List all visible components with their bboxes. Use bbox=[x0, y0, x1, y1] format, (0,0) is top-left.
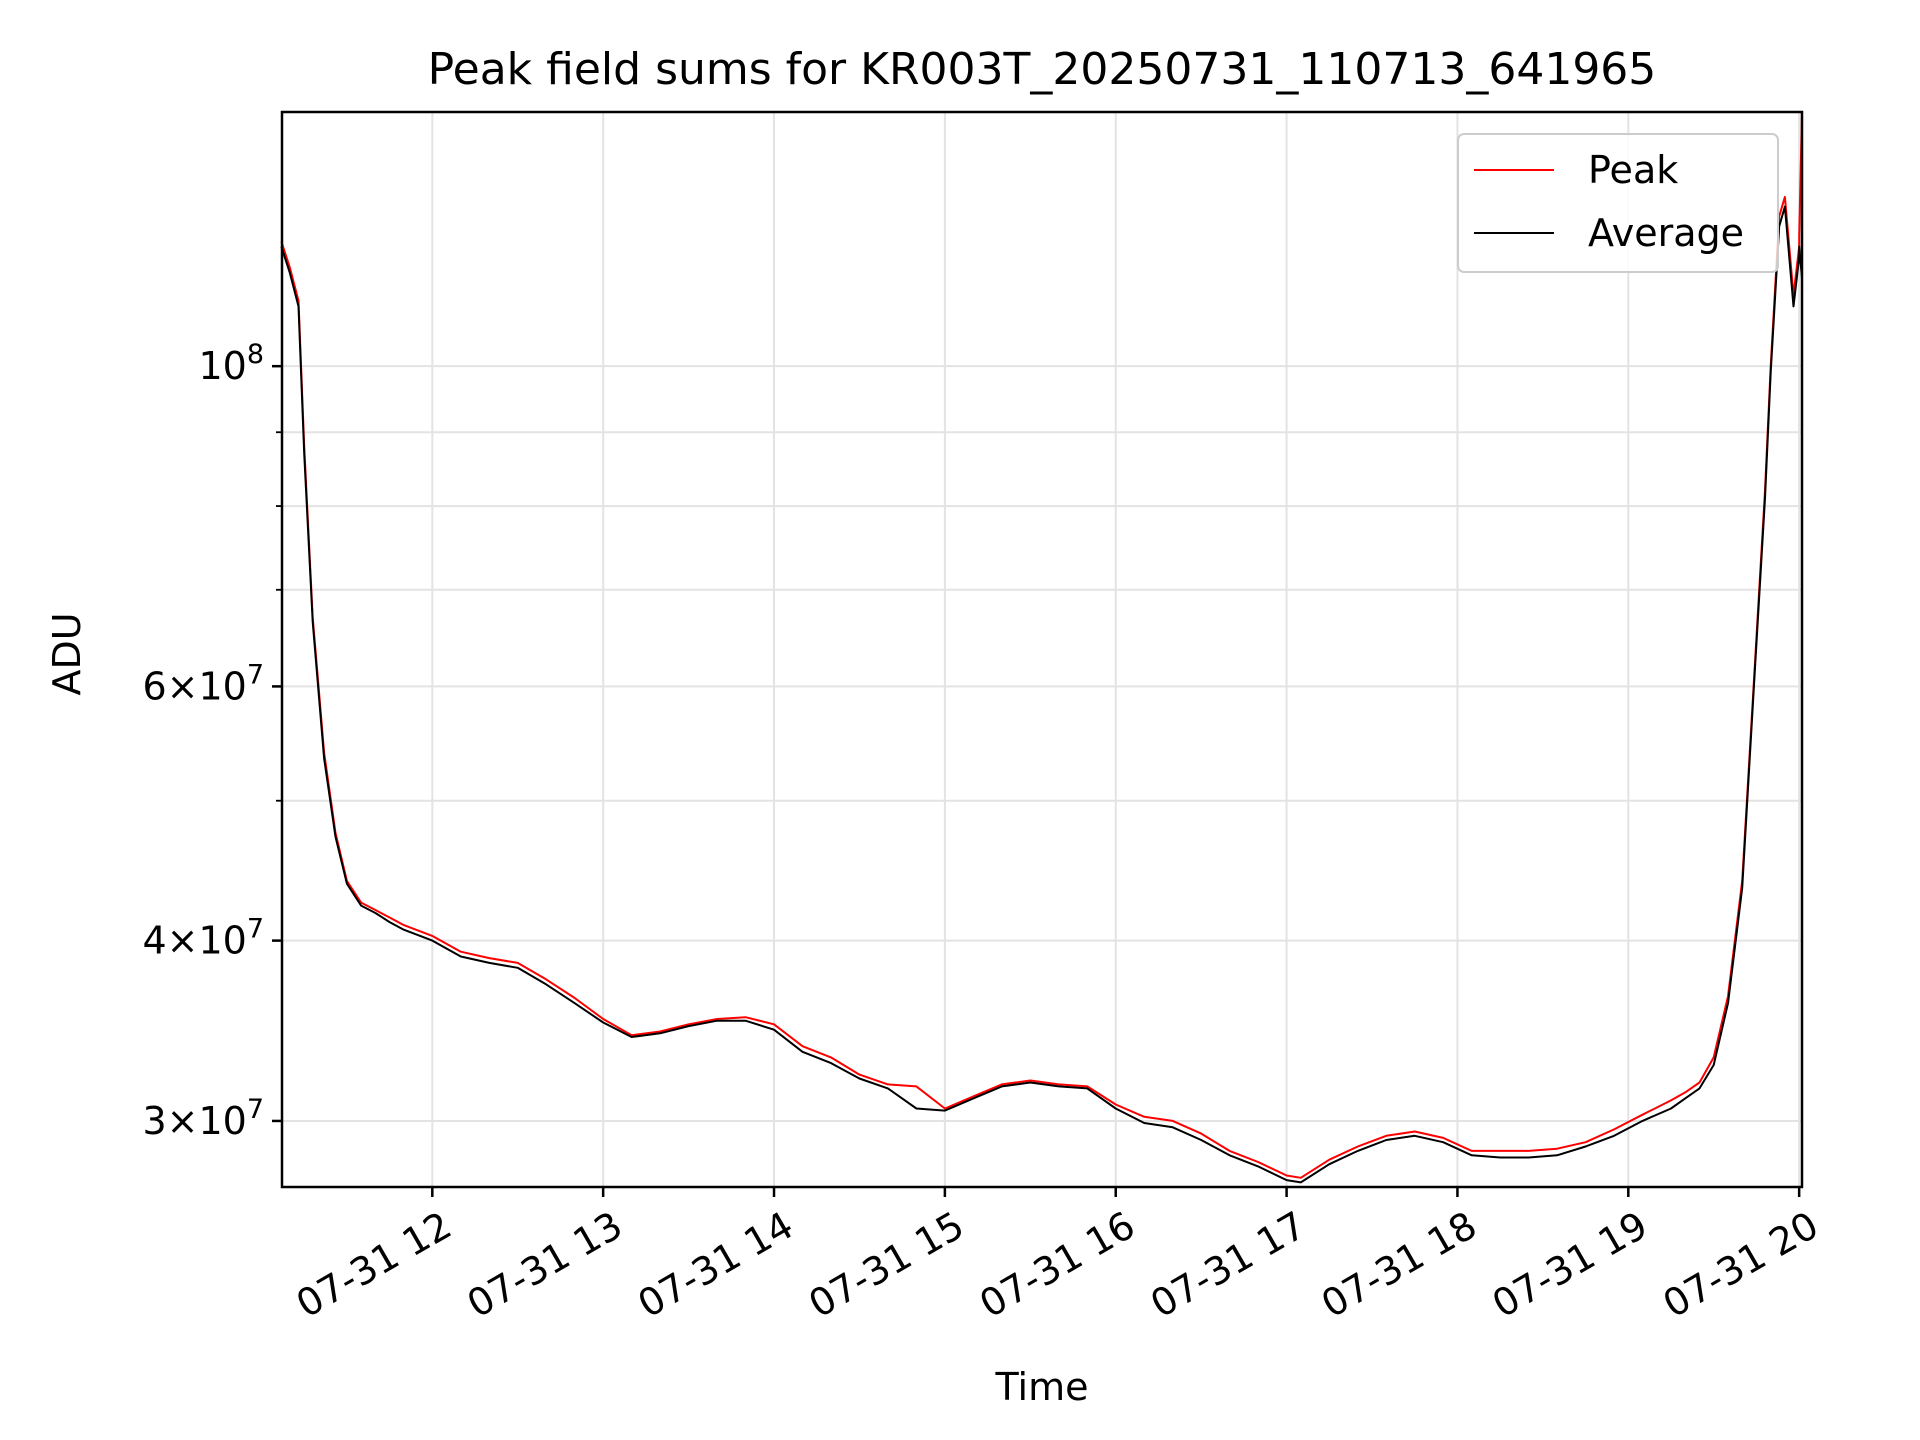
plot-frame bbox=[280, 110, 1804, 1189]
series-line-average bbox=[280, 205, 1803, 1184]
y-tick-label: 6×107 bbox=[142, 659, 264, 708]
y-axis-label: ADU bbox=[45, 612, 89, 695]
x-axis-label: Time bbox=[995, 1365, 1089, 1409]
grid bbox=[282, 112, 1802, 1187]
y-tick-label: 3×107 bbox=[142, 1094, 264, 1143]
legend-box bbox=[1457, 133, 1779, 273]
y-tick-label: 108 bbox=[198, 339, 264, 388]
series-line-peak bbox=[280, 111, 1803, 1179]
y-tick-label: 4×107 bbox=[142, 914, 264, 963]
legend: Peak Average bbox=[1457, 133, 1779, 273]
series-layer bbox=[280, 111, 1803, 1184]
legend-label-peak: Peak bbox=[1588, 148, 1678, 192]
chart-title: Peak field sums for KR003T_20250731_1107… bbox=[428, 44, 1657, 95]
legend-label-average: Average bbox=[1588, 211, 1744, 255]
